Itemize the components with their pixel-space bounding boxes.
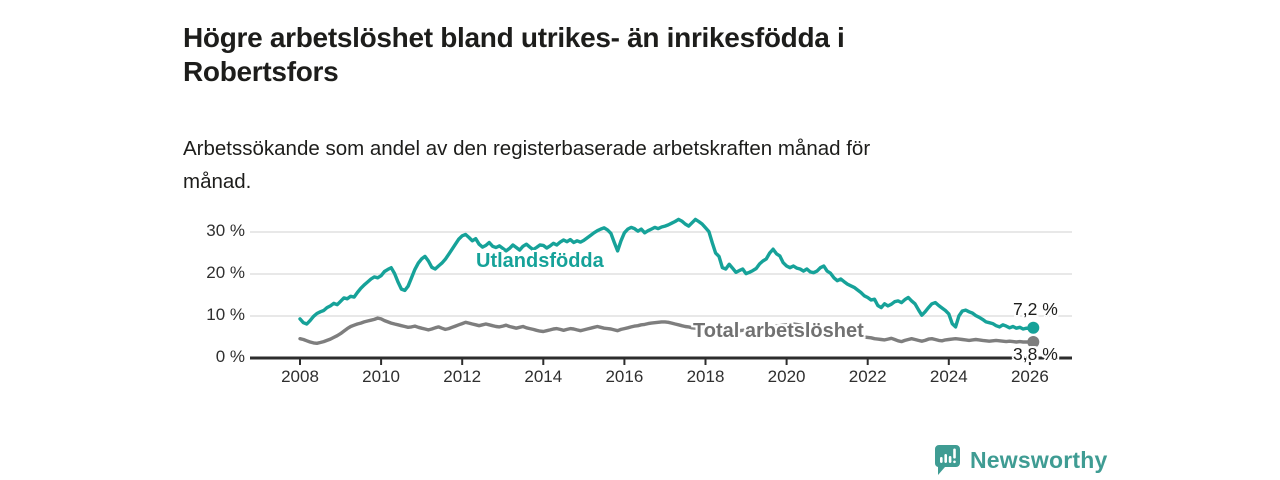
y-tick-label: 20 %	[206, 263, 245, 282]
end-value-label-utlandsfodda: 7,2 %	[1013, 299, 1058, 319]
series-label-total: Total arbetslöshet	[693, 320, 864, 342]
x-tick-label: 2016	[605, 367, 644, 386]
end-value-label-total: 3,8 %	[1013, 344, 1058, 364]
y-tick-label: 10 %	[206, 305, 245, 324]
series-end-dot	[1027, 336, 1040, 348]
x-tick-label: 2008	[281, 367, 319, 386]
x-tick-label: 2026	[1010, 367, 1049, 386]
series-label-utlandsfodda: Utlandsfödda	[476, 250, 604, 272]
x-tick-label: 2012	[443, 367, 482, 386]
series-end-dot	[1027, 321, 1040, 334]
chart-subtitle: Arbetssökande som andel av den registerb…	[183, 136, 871, 193]
series-line	[298, 217, 1036, 331]
bar-chart-speech-bubble-icon	[934, 445, 960, 475]
brand-name: Newsworthy	[970, 446, 1108, 473]
x-tick-label: 2024	[929, 367, 968, 386]
newsworthy-logo: Newsworthy	[934, 444, 1107, 476]
x-tick-label: 2020	[767, 367, 806, 386]
y-tick-label: 0 %	[215, 347, 245, 366]
x-tick-label: 2022	[848, 367, 887, 386]
page-title: Högre arbetslöshet bland utrikes- än inr…	[183, 21, 845, 87]
x-tick-label: 2018	[686, 367, 725, 386]
x-tick-label: 2014	[524, 367, 563, 386]
series-line	[298, 316, 1036, 345]
y-tick-label: 30 %	[206, 221, 245, 240]
x-tick-label: 2010	[362, 367, 400, 386]
